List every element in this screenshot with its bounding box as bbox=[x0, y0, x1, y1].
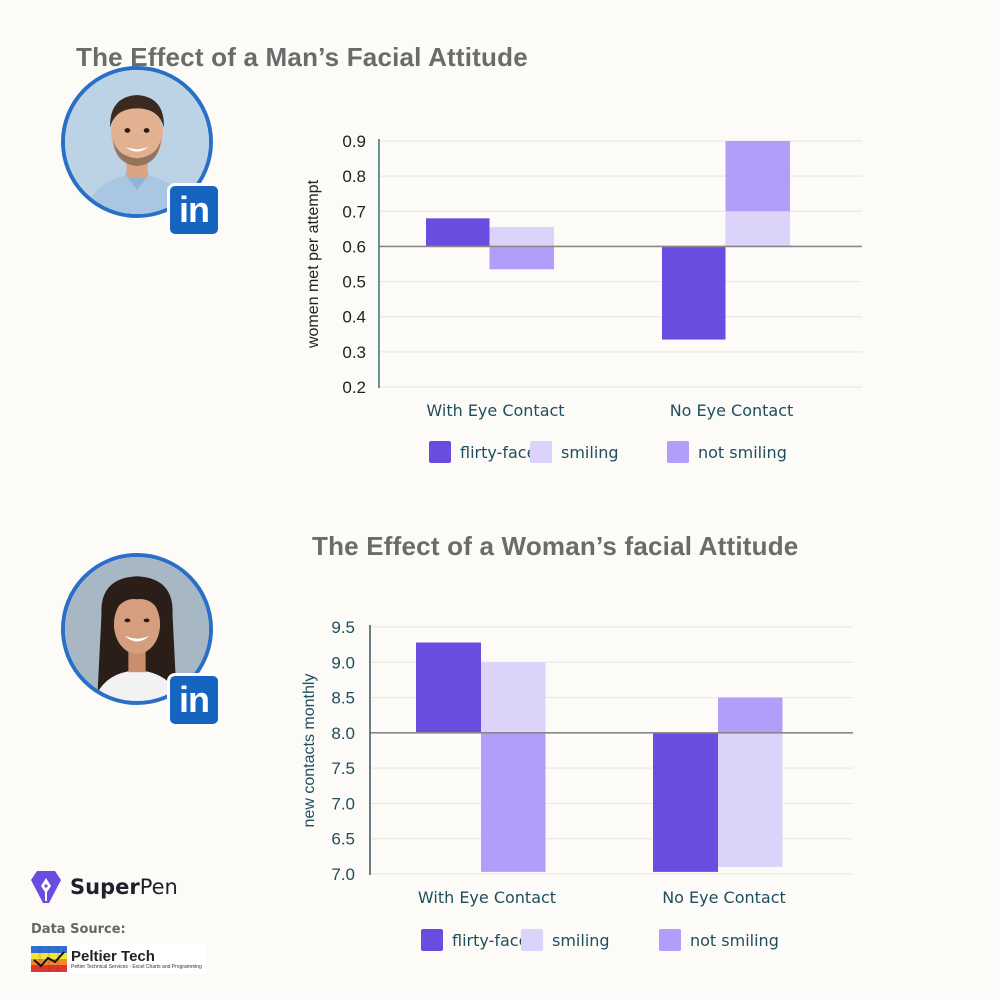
bar-flirty-face bbox=[653, 732, 718, 872]
bar-flirty-face bbox=[416, 642, 481, 733]
legend-label: flirty-face bbox=[460, 443, 536, 462]
bar-flirty-face bbox=[426, 218, 490, 247]
bar-smiling bbox=[489, 227, 554, 247]
x-category-label: With Eye Contact bbox=[426, 401, 564, 420]
linkedin-icon: in bbox=[167, 183, 221, 237]
y-axis-label: women met per attempt bbox=[305, 179, 322, 349]
y-tick-label: 0.8 bbox=[342, 167, 366, 186]
y-tick-label: 6.5 bbox=[331, 830, 355, 849]
peltier-tech-tagline: Peltier Technical Services - Excel Chart… bbox=[71, 963, 202, 970]
y-tick-label: 8.0 bbox=[331, 724, 355, 743]
chart-man-facial-attitude: 0.9 0.8 0.7 0.6 0.5 0.4 0.3 0.2 women met per at… bbox=[305, 132, 862, 463]
legend-swatch-flirty-face bbox=[429, 441, 451, 463]
data-source-label: Data Source: bbox=[31, 922, 126, 937]
bar-smiling bbox=[718, 732, 783, 867]
bar-not-smiling bbox=[725, 141, 790, 212]
y-axis-label: new contacts monthly bbox=[301, 674, 318, 828]
y-tick-label: 7.0 bbox=[331, 865, 355, 884]
peltier-tech-name: Peltier Tech bbox=[71, 947, 155, 965]
y-tick-label: 0.2 bbox=[342, 378, 366, 397]
legend-swatch-not-smiling bbox=[667, 441, 689, 463]
x-category-label: With Eye Contact bbox=[418, 888, 556, 907]
y-tick-label: 0.3 bbox=[342, 343, 366, 362]
bar-not-smiling bbox=[718, 697, 783, 733]
legend-label: smiling bbox=[561, 443, 619, 462]
superpen-logo-icon bbox=[31, 871, 61, 903]
legend-swatch-flirty-face bbox=[421, 929, 443, 951]
legend-label: smiling bbox=[552, 931, 610, 950]
y-tick-label: 0.4 bbox=[342, 308, 366, 327]
legend-swatch-not-smiling bbox=[659, 929, 681, 951]
y-tick-label: 0.7 bbox=[342, 202, 366, 221]
y-tick-label: 7.5 bbox=[331, 759, 355, 778]
y-tick-label: 0.9 bbox=[342, 132, 366, 151]
linkedin-icon: in bbox=[167, 673, 221, 727]
bar-smiling bbox=[481, 662, 546, 733]
y-tick-label: 0.5 bbox=[342, 273, 366, 292]
y-tick-label: 7.0 bbox=[331, 794, 355, 813]
bar-not-smiling bbox=[481, 732, 546, 872]
y-tick-label: 9.5 bbox=[331, 618, 355, 637]
legend-swatch-smiling bbox=[521, 929, 543, 951]
legend-swatch-smiling bbox=[530, 441, 552, 463]
bar-flirty-face bbox=[662, 246, 726, 340]
x-category-label: No Eye Contact bbox=[670, 401, 794, 420]
bar-smiling bbox=[725, 211, 790, 247]
legend-label: not smiling bbox=[690, 931, 779, 950]
chart-title-woman: The Effect of a Woman’s facial Attitude bbox=[312, 531, 799, 561]
superpen-name: SuperPen bbox=[70, 875, 178, 899]
y-tick-label: 9.0 bbox=[331, 653, 355, 672]
legend-label: flirty-face bbox=[452, 931, 528, 950]
x-category-label: No Eye Contact bbox=[662, 888, 786, 907]
peltier-chart-icon bbox=[31, 946, 67, 972]
y-tick-label: 0.6 bbox=[342, 237, 366, 256]
y-tick-label: 8.5 bbox=[331, 689, 355, 708]
bar-not-smiling bbox=[489, 246, 554, 270]
legend-label: not smiling bbox=[698, 443, 787, 462]
superpen-brand: SuperPen bbox=[30, 870, 178, 904]
peltier-tech-logo: Peltier Tech Peltier Technical Services … bbox=[31, 944, 206, 974]
